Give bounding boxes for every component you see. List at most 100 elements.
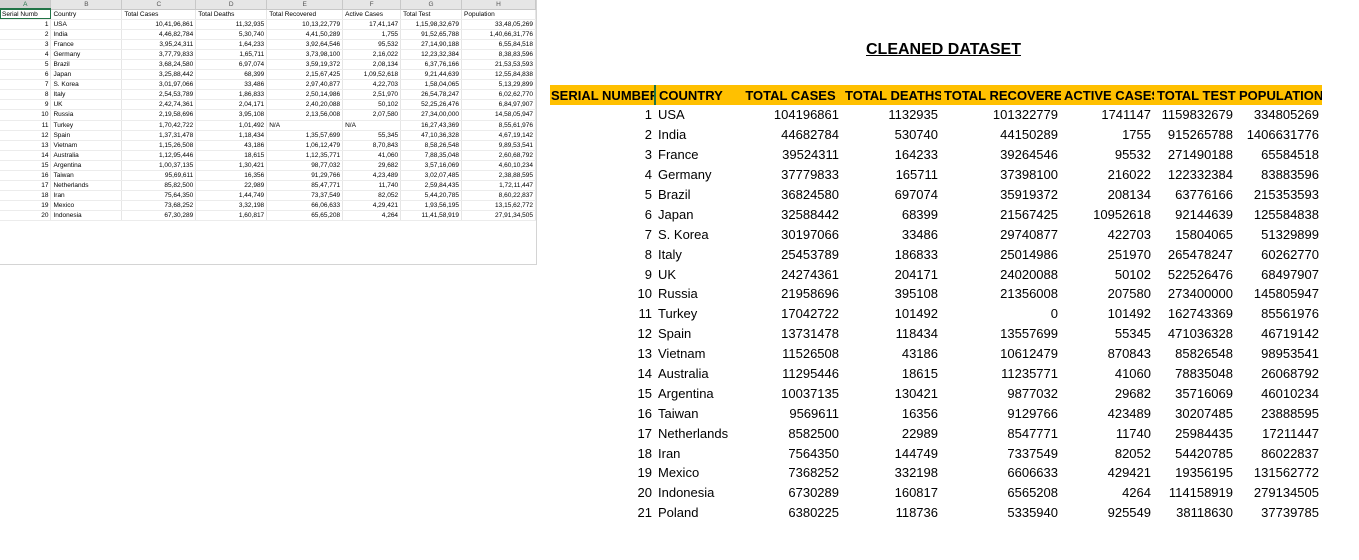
cleaned-header-cell[interactable]: TOTAL RECOVERED xyxy=(941,85,1061,105)
raw-cell[interactable]: 5,44,20,785 xyxy=(400,190,463,202)
raw-cell[interactable]: 95,532 xyxy=(342,39,402,50)
raw-cell[interactable]: 4 xyxy=(0,49,52,60)
cleaned-cell[interactable]: UK xyxy=(658,266,677,282)
raw-header-cell[interactable]: Total Cases xyxy=(121,9,197,20)
raw-cell[interactable]: 26,54,78,247 xyxy=(400,89,463,101)
cleaned-cell[interactable]: Spain xyxy=(658,326,692,342)
cleaned-cell[interactable]: 17042722 xyxy=(781,306,839,322)
raw-cell[interactable]: 55,345 xyxy=(342,130,402,141)
raw-cell[interactable]: 15 xyxy=(0,160,52,172)
cleaned-header-cell[interactable]: POPULATION xyxy=(1236,85,1322,105)
cleaned-cell[interactable]: 25453789 xyxy=(781,246,839,262)
raw-cell[interactable]: 1 xyxy=(0,19,52,30)
cleaned-cell[interactable]: 37779833 xyxy=(781,167,839,183)
raw-cell[interactable]: 8,38,83,596 xyxy=(461,49,536,60)
raw-cell[interactable]: Germany xyxy=(50,49,123,60)
raw-cell[interactable]: S. Korea xyxy=(50,79,123,91)
raw-cell[interactable]: 12,55,84,838 xyxy=(461,69,536,81)
raw-cell[interactable]: 85,47,771 xyxy=(266,180,344,192)
raw-cell[interactable]: 1,755 xyxy=(342,29,402,40)
raw-cell[interactable]: 7,88,35,048 xyxy=(400,150,463,161)
raw-header-cell[interactable]: Population xyxy=(461,9,536,20)
cleaned-cell[interactable]: 44682784 xyxy=(781,127,839,143)
cleaned-cell[interactable]: 63776166 xyxy=(1175,187,1233,202)
raw-cell[interactable]: Iran xyxy=(50,190,123,202)
cleaned-cell[interactable]: 4264 xyxy=(1122,485,1151,501)
raw-cell[interactable]: 68,399 xyxy=(195,69,268,81)
raw-cell[interactable]: 73,68,252 xyxy=(121,200,197,212)
cleaned-cell[interactable]: 207580 xyxy=(1107,286,1151,302)
cleaned-cell[interactable]: 38118630 xyxy=(1176,505,1233,521)
raw-cell[interactable]: 27,34,00,000 xyxy=(400,109,463,121)
raw-cell[interactable]: 33,486 xyxy=(195,79,268,91)
raw-cell[interactable]: 2,16,022 xyxy=(342,49,402,60)
cleaned-cell[interactable]: 9129766 xyxy=(1007,405,1058,421)
cleaned-cell[interactable]: 46719142 xyxy=(1261,326,1319,342)
column-header-g[interactable]: G xyxy=(400,0,463,10)
cleaned-cell[interactable]: 39264546 xyxy=(1000,147,1058,163)
raw-cell[interactable]: 16 xyxy=(0,170,52,182)
cleaned-cell[interactable]: 29682 xyxy=(1114,385,1151,401)
cleaned-cell[interactable]: Turkey xyxy=(658,306,698,322)
cleaned-cell[interactable]: 8582500 xyxy=(788,425,839,441)
cleaned-cell[interactable]: 13557699 xyxy=(1000,326,1058,342)
cleaned-cell[interactable]: 5 xyxy=(644,187,652,202)
raw-cell[interactable]: India xyxy=(50,29,123,40)
cleaned-cell[interactable]: 162743369 xyxy=(1167,306,1233,322)
cleaned-cell[interactable]: 18 xyxy=(637,445,652,461)
raw-cell[interactable]: 6 xyxy=(0,69,52,81)
cleaned-cell[interactable]: 13 xyxy=(637,346,652,362)
cleaned-cell[interactable]: Australia xyxy=(658,366,709,382)
raw-cell[interactable]: 10,41,96,861 xyxy=(121,19,197,30)
cleaned-cell[interactable]: 332198 xyxy=(894,465,938,481)
raw-cell[interactable]: 6,97,074 xyxy=(195,59,268,71)
raw-cell[interactable]: 95,69,611 xyxy=(121,170,197,182)
cleaned-cell[interactable]: 423489 xyxy=(1107,405,1151,421)
raw-cell[interactable]: 1,30,421 xyxy=(195,160,268,172)
cleaned-cell[interactable]: 8 xyxy=(644,246,652,262)
raw-cell[interactable]: 2,19,58,696 xyxy=(121,109,197,121)
raw-cell[interactable]: 13 xyxy=(0,140,52,151)
raw-cell[interactable]: 1,18,434 xyxy=(195,130,268,141)
raw-cell[interactable]: 33,48,05,269 xyxy=(461,19,536,30)
cleaned-cell[interactable]: 273400000 xyxy=(1167,286,1233,302)
raw-cell[interactable]: Taiwan xyxy=(50,170,123,182)
raw-cell[interactable]: 2,15,67,425 xyxy=(266,69,344,81)
cleaned-cell[interactable]: 697074 xyxy=(894,187,938,202)
raw-cell[interactable]: 82,052 xyxy=(342,190,402,202)
raw-cell[interactable]: 47,10,36,328 xyxy=(400,130,463,141)
raw-cell[interactable]: 3,92,64,546 xyxy=(266,39,344,50)
raw-cell[interactable]: 1,44,749 xyxy=(195,190,268,202)
raw-cell[interactable]: 2,08,134 xyxy=(342,59,402,71)
cleaned-cell[interactable]: 101492 xyxy=(894,306,938,322)
cleaned-header-cell[interactable]: COUNTRY xyxy=(654,85,739,105)
cleaned-cell[interactable]: 160817 xyxy=(894,485,938,501)
raw-cell[interactable]: 91,29,766 xyxy=(266,170,344,182)
cleaned-cell[interactable]: 186833 xyxy=(894,246,938,262)
cleaned-cell[interactable]: 7564350 xyxy=(788,445,839,461)
cleaned-cell[interactable]: 6606633 xyxy=(1007,465,1058,481)
cleaned-cell[interactable]: 131562772 xyxy=(1253,465,1319,481)
cleaned-header-cell[interactable]: TOTAL TEST xyxy=(1154,85,1236,105)
cleaned-cell[interactable]: 114158919 xyxy=(1168,485,1233,501)
raw-header-cell[interactable]: Active Cases xyxy=(342,9,402,20)
cleaned-cell[interactable]: 68399 xyxy=(901,206,938,222)
cleaned-cell[interactable]: Taiwan xyxy=(658,405,699,421)
raw-cell[interactable]: 2,97,40,877 xyxy=(266,79,344,91)
raw-cell[interactable]: 3,01,97,066 xyxy=(121,79,197,91)
raw-cell[interactable]: 1,60,817 xyxy=(195,210,268,222)
cleaned-cell[interactable]: Italy xyxy=(658,246,682,262)
cleaned-cell[interactable]: 46010234 xyxy=(1261,385,1319,401)
cleaned-cell[interactable]: 5335940 xyxy=(1007,505,1058,521)
cleaned-cell[interactable]: 1755 xyxy=(1122,127,1151,143)
raw-cell[interactable]: 1,15,26,508 xyxy=(121,140,197,151)
raw-cell[interactable]: 2,51,970 xyxy=(342,89,402,101)
cleaned-cell[interactable]: 7368252 xyxy=(788,465,839,481)
raw-cell[interactable]: 19 xyxy=(0,200,52,212)
raw-cell[interactable]: 1,09,52,618 xyxy=(342,69,402,81)
cleaned-cell[interactable]: 125584838 xyxy=(1253,206,1319,222)
raw-cell[interactable]: 3,95,24,311 xyxy=(121,39,197,50)
raw-cell[interactable]: 4,41,50,289 xyxy=(266,29,344,40)
raw-cell[interactable]: 4,46,82,784 xyxy=(121,29,197,40)
cleaned-cell[interactable]: Netherlands xyxy=(658,425,729,441)
